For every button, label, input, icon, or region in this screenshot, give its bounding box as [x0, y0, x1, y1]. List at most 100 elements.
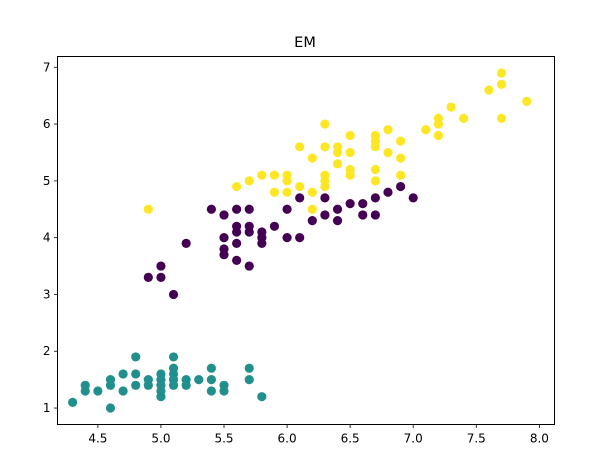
scatter-point [156, 261, 166, 271]
scatter-point [496, 113, 507, 123]
scatter-point [320, 142, 330, 152]
scatter-point [370, 164, 380, 175]
x-tick-label: 5.5 [214, 432, 233, 446]
scatter-point [396, 136, 406, 146]
scatter-point [168, 289, 179, 300]
scatter-point [206, 386, 216, 396]
scatter-point [433, 130, 444, 141]
scatter-point [244, 176, 254, 186]
scatter-point [219, 210, 229, 220]
x-tick-label: 7.5 [467, 432, 486, 446]
scatter-point [219, 233, 229, 243]
scatter-point [459, 113, 469, 123]
x-tick-label: 7.0 [404, 432, 423, 446]
scatter-point [156, 369, 166, 379]
scatter-point [257, 170, 267, 180]
scatter-point [105, 375, 116, 385]
scatter-point [206, 204, 216, 214]
scatter-point [370, 193, 380, 203]
scatter-point [320, 170, 330, 180]
scatter-point [244, 363, 254, 373]
scatter-point [232, 238, 242, 248]
y-tick-label: 6 [43, 117, 51, 131]
scatter-point [421, 125, 431, 135]
scatter-point [396, 181, 406, 192]
scatter-point [143, 375, 153, 385]
scatter-point [168, 352, 179, 362]
scatter-point [332, 142, 343, 152]
scatter-point [282, 170, 292, 180]
scatter-point [396, 153, 406, 163]
plot-frame [57, 56, 555, 425]
scatter-point [80, 380, 90, 390]
scatter-point [496, 68, 507, 78]
scatter-point [345, 164, 355, 175]
y-tick-label: 4 [43, 231, 51, 245]
scatter-point [118, 369, 128, 379]
scatter-point [232, 221, 242, 231]
scatter-point [181, 238, 191, 248]
scatter-point [68, 397, 78, 407]
scatter-point [496, 79, 507, 89]
y-tick-label: 7 [43, 60, 51, 74]
scatter-point [269, 221, 280, 231]
scatter-point [307, 187, 317, 197]
scatter-point [244, 221, 254, 231]
scatter-point [131, 369, 141, 379]
scatter-point [358, 210, 368, 220]
x-tick-label: 4.5 [88, 432, 107, 446]
scatter-point [332, 216, 343, 226]
scatter-point [282, 187, 292, 197]
y-tick-label: 5 [43, 174, 51, 188]
scatter-point [370, 130, 380, 141]
scatter-point [332, 159, 343, 169]
scatter-point [232, 204, 242, 214]
scatter-point [345, 147, 355, 158]
scatter-point [105, 403, 116, 413]
scatter-point [370, 176, 380, 186]
scatter-point [345, 130, 355, 141]
scatter-point [383, 125, 393, 135]
scatter-point [383, 147, 393, 158]
scatter-point [244, 204, 254, 214]
x-tick-label: 6.5 [341, 432, 360, 446]
scatter-point [143, 272, 153, 283]
scatter-point [295, 193, 305, 203]
y-tick-label: 1 [43, 401, 51, 415]
scatter-point [143, 204, 153, 214]
scatter-point [93, 386, 103, 396]
scatter-point [345, 198, 355, 209]
scatter-points [68, 68, 532, 413]
scatter-point [282, 204, 292, 214]
scatter-point [408, 193, 418, 203]
scatter-point [358, 198, 368, 209]
scatter-point [181, 375, 191, 385]
scatter-point [307, 216, 317, 226]
scatter-point [396, 170, 406, 180]
scatter-point [257, 392, 267, 402]
x-tick-label: 8.0 [530, 432, 549, 446]
chart-title: EM [294, 35, 316, 51]
scatter-point [206, 375, 216, 385]
scatter-point [484, 85, 494, 95]
y-tick-label: 3 [43, 287, 51, 301]
scatter-point [244, 261, 254, 271]
scatter-point [446, 102, 456, 112]
scatter-point [118, 386, 128, 396]
y-axis-ticks: 1 2 3 4 5 6 7 [43, 60, 58, 415]
scatter-point [433, 113, 444, 123]
scatter-point [307, 204, 317, 214]
scatter-point [282, 233, 292, 243]
scatter-point [320, 193, 330, 203]
scatter-point [269, 187, 280, 197]
scatter-point [383, 187, 393, 197]
scatter-point [194, 375, 204, 385]
scatter-point [295, 181, 305, 192]
scatter-point [332, 204, 343, 214]
scatter-point [522, 96, 532, 106]
scatter-point [168, 363, 179, 373]
x-axis-ticks: 4.5 5.0 5.5 6.0 6.5 7.0 7.5 8.0 [88, 424, 549, 446]
scatter-point [295, 142, 305, 152]
scatter-point [370, 210, 380, 220]
